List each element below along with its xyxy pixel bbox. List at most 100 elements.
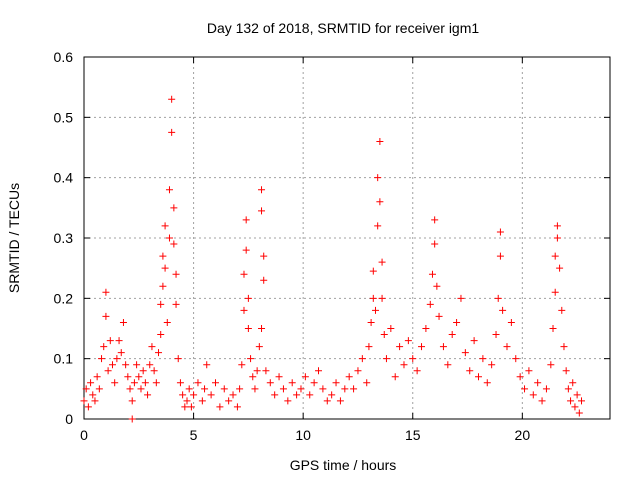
data-point bbox=[133, 361, 141, 369]
data-point bbox=[507, 318, 515, 326]
data-point bbox=[391, 373, 399, 381]
data-point bbox=[503, 343, 511, 351]
data-point bbox=[431, 240, 439, 248]
data-point bbox=[575, 409, 583, 417]
data-point bbox=[183, 397, 191, 405]
data-point bbox=[220, 385, 228, 393]
data-point bbox=[542, 385, 550, 393]
data-point bbox=[176, 379, 184, 387]
y-tick-label: 0.3 bbox=[54, 230, 74, 246]
data-point bbox=[242, 246, 250, 254]
data-point bbox=[84, 403, 92, 411]
data-point bbox=[439, 343, 447, 351]
data-point bbox=[258, 186, 266, 194]
data-point bbox=[284, 397, 292, 405]
data-point bbox=[496, 252, 504, 260]
y-tick-label: 0 bbox=[65, 411, 73, 427]
data-point bbox=[499, 306, 507, 314]
data-point bbox=[144, 391, 152, 399]
y-tick-label: 0.5 bbox=[54, 109, 74, 125]
data-point bbox=[255, 343, 263, 351]
data-point bbox=[483, 379, 491, 387]
data-point bbox=[376, 198, 384, 206]
data-point bbox=[453, 318, 461, 326]
y-tick-label: 0.1 bbox=[54, 351, 74, 367]
data-point bbox=[549, 325, 557, 332]
data-point bbox=[428, 270, 436, 278]
data-point bbox=[448, 331, 456, 339]
data-point bbox=[560, 343, 568, 351]
data-point bbox=[266, 379, 274, 387]
data-point bbox=[525, 367, 533, 375]
data-point bbox=[124, 373, 132, 381]
data-point bbox=[553, 234, 561, 242]
data-point bbox=[354, 367, 362, 375]
data-point bbox=[516, 373, 524, 381]
data-point bbox=[558, 306, 566, 314]
data-point bbox=[126, 385, 134, 393]
data-point bbox=[573, 391, 581, 399]
data-point bbox=[233, 403, 241, 411]
data-point bbox=[95, 385, 103, 393]
data-point bbox=[159, 252, 167, 260]
data-point bbox=[461, 349, 469, 357]
data-point bbox=[122, 361, 130, 369]
data-point bbox=[341, 385, 349, 393]
data-point bbox=[444, 361, 452, 369]
chart-title: Day 132 of 2018, SRMTID for receiver igm… bbox=[207, 20, 480, 36]
data-point bbox=[102, 312, 110, 320]
data-point bbox=[194, 379, 202, 387]
data-point bbox=[301, 373, 309, 381]
data-point bbox=[240, 270, 248, 278]
data-point bbox=[165, 186, 173, 194]
data-point bbox=[258, 207, 266, 215]
data-point bbox=[170, 204, 178, 212]
data-point bbox=[328, 391, 336, 399]
data-point bbox=[113, 355, 121, 363]
data-point bbox=[378, 294, 386, 302]
data-point bbox=[119, 318, 127, 326]
data-point bbox=[130, 379, 138, 387]
data-point bbox=[242, 216, 250, 224]
data-point bbox=[431, 216, 439, 224]
data-point bbox=[128, 415, 136, 423]
data-point bbox=[293, 391, 301, 399]
data-point bbox=[80, 397, 88, 405]
data-point bbox=[496, 228, 504, 236]
data-point bbox=[457, 294, 465, 302]
data-point bbox=[315, 367, 323, 375]
data-point bbox=[323, 397, 331, 405]
data-point bbox=[203, 361, 211, 369]
data-point bbox=[288, 379, 296, 387]
data-point bbox=[534, 379, 542, 387]
data-point bbox=[367, 318, 375, 326]
data-point bbox=[371, 306, 379, 314]
data-point bbox=[146, 361, 154, 369]
data-point bbox=[494, 294, 502, 302]
data-point bbox=[569, 379, 577, 387]
data-point bbox=[547, 361, 555, 369]
data-points bbox=[80, 95, 586, 423]
data-point bbox=[102, 288, 110, 296]
data-point bbox=[492, 331, 500, 339]
data-point bbox=[319, 385, 327, 393]
data-point bbox=[240, 306, 248, 314]
data-point bbox=[556, 264, 564, 272]
x-tick-label: 5 bbox=[190, 427, 198, 443]
axis-ticks: 0 5 10 15 20 0 0.1 0.2 0.3 0.4 0.5 0.6 bbox=[54, 49, 610, 443]
data-point bbox=[106, 337, 114, 345]
data-point bbox=[198, 397, 206, 405]
data-point bbox=[475, 373, 482, 381]
data-point bbox=[247, 355, 255, 363]
data-point bbox=[529, 391, 537, 399]
data-point bbox=[229, 391, 237, 399]
data-point bbox=[207, 391, 215, 399]
data-point bbox=[297, 385, 305, 393]
data-point bbox=[350, 385, 358, 393]
data-point bbox=[253, 367, 261, 375]
data-point bbox=[262, 367, 270, 375]
data-point bbox=[98, 355, 106, 363]
data-point bbox=[422, 325, 430, 332]
